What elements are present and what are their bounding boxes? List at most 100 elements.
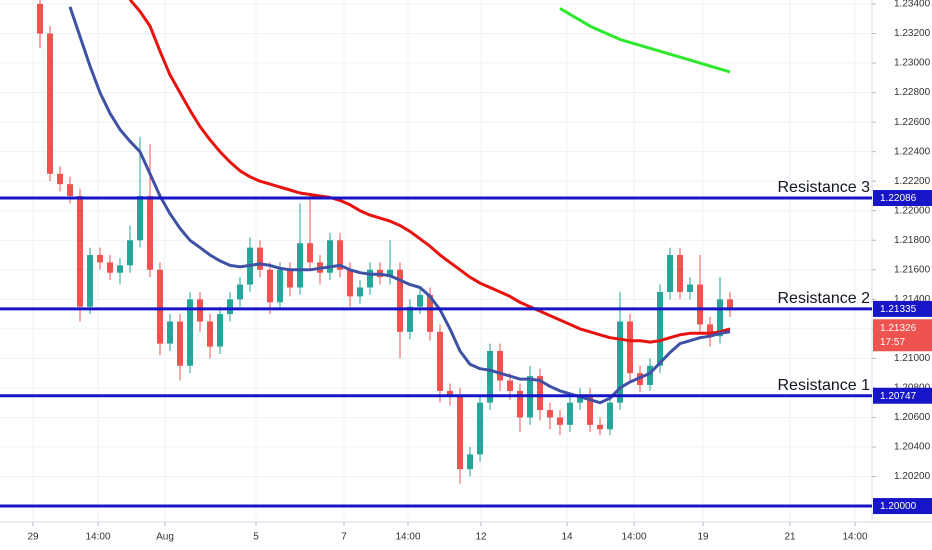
y-tick-label: 1.21600 [894,264,931,275]
candle-body [217,314,223,347]
candle-body [47,33,53,174]
x-tick-label: 14 [561,532,573,543]
candle-body [207,321,213,347]
x-tick-label: 12 [475,532,487,543]
candle-body [427,294,433,332]
candle-body [347,269,353,297]
level-price-box [873,387,932,404]
x-tick-label: 14:00 [395,532,420,543]
candle-body [337,240,343,270]
last-price-label: 1.21326 [880,323,917,334]
candle-body [327,240,333,273]
candle-body [177,321,183,366]
x-tick-label: 5 [253,532,259,543]
candle-body [687,284,693,292]
candle-body [387,269,393,278]
candle-body [367,269,373,288]
candle-body [307,243,313,263]
y-tick-label: 1.23200 [894,28,931,39]
candle-body [657,291,663,366]
level-price-box [873,190,932,207]
candle-body [697,284,703,325]
y-tick-label: 1.20200 [894,471,931,482]
y-tick-label: 1.22400 [894,146,931,157]
x-tick-label: 29 [27,532,39,543]
candle-body [707,324,713,337]
candle-body [467,454,473,470]
candle-body [437,331,443,391]
candle-body [497,351,503,381]
candle-body [237,284,243,300]
candle-body [267,269,273,303]
candle-body [717,299,723,337]
candle-body [517,390,523,418]
candle-body [287,269,293,288]
candle-body [157,269,163,344]
candle-body [137,195,143,241]
candle-body [627,321,633,374]
candle-body [587,395,593,425]
y-tick-label: 1.22800 [894,87,931,98]
x-tick-label: 7 [341,532,347,543]
x-tick-label: 19 [697,532,709,543]
candle-body [537,376,543,411]
candle-body [397,269,403,332]
candle-body [677,255,683,292]
last-price-box [873,319,932,352]
candle-body [87,255,93,307]
candle-body [37,3,43,34]
level-price-label: 1.22086 [880,193,917,204]
y-tick-label: 1.22200 [894,176,931,187]
candle-body [577,395,583,403]
candle-body [417,294,423,307]
x-tick-label: 14:00 [621,532,646,543]
moving-average-line [559,7,731,74]
x-tick-label: 14:00 [85,532,110,543]
candle-body [277,269,283,303]
y-tick-label: 1.20600 [894,412,931,423]
candle-body [167,321,173,344]
x-tick-label: Aug [156,532,174,543]
candle-body [117,265,123,273]
candle-body [477,402,483,455]
candle-body [607,402,613,430]
candle-body [547,410,553,418]
candle-body [487,351,493,403]
candle-body [297,243,303,288]
candle-body [597,424,603,430]
candle-body [447,390,453,396]
candle-body [147,195,153,270]
candle-body [107,262,113,273]
y-tick-label: 1.22600 [894,117,931,128]
candle-body [507,380,513,391]
candle-body [227,299,233,315]
level-price-box [873,498,932,515]
candle-body [727,299,733,311]
candle-body [457,395,463,470]
candle-body [187,299,193,366]
level-name: Resistance 2 [778,290,871,307]
x-tick-label: 21 [784,532,796,543]
level-price-box [873,300,932,317]
y-tick-label: 1.23000 [894,58,931,69]
candle-body [127,240,133,266]
y-tick-label: 1.23400 [894,0,931,10]
moving-average-line [68,6,731,405]
candle-body [617,321,623,403]
moving-average-line [128,0,731,344]
candle-body [257,247,263,270]
y-tick-label: 1.21400 [894,294,931,305]
level-price-label: 1.20000 [880,501,917,512]
level-price-label: 1.21335 [880,304,917,315]
y-tick-label: 1.22000 [894,205,931,216]
candle-body [647,365,653,385]
grid [0,0,872,522]
x-tick-label: 14:00 [842,532,867,543]
candle-body [57,173,63,185]
level-name: Resistance 1 [778,377,871,394]
level-price-label: 1.20747 [880,391,917,402]
level-name: Resistance 3 [778,179,871,196]
candle-body [407,306,413,332]
candle-body [667,255,673,292]
